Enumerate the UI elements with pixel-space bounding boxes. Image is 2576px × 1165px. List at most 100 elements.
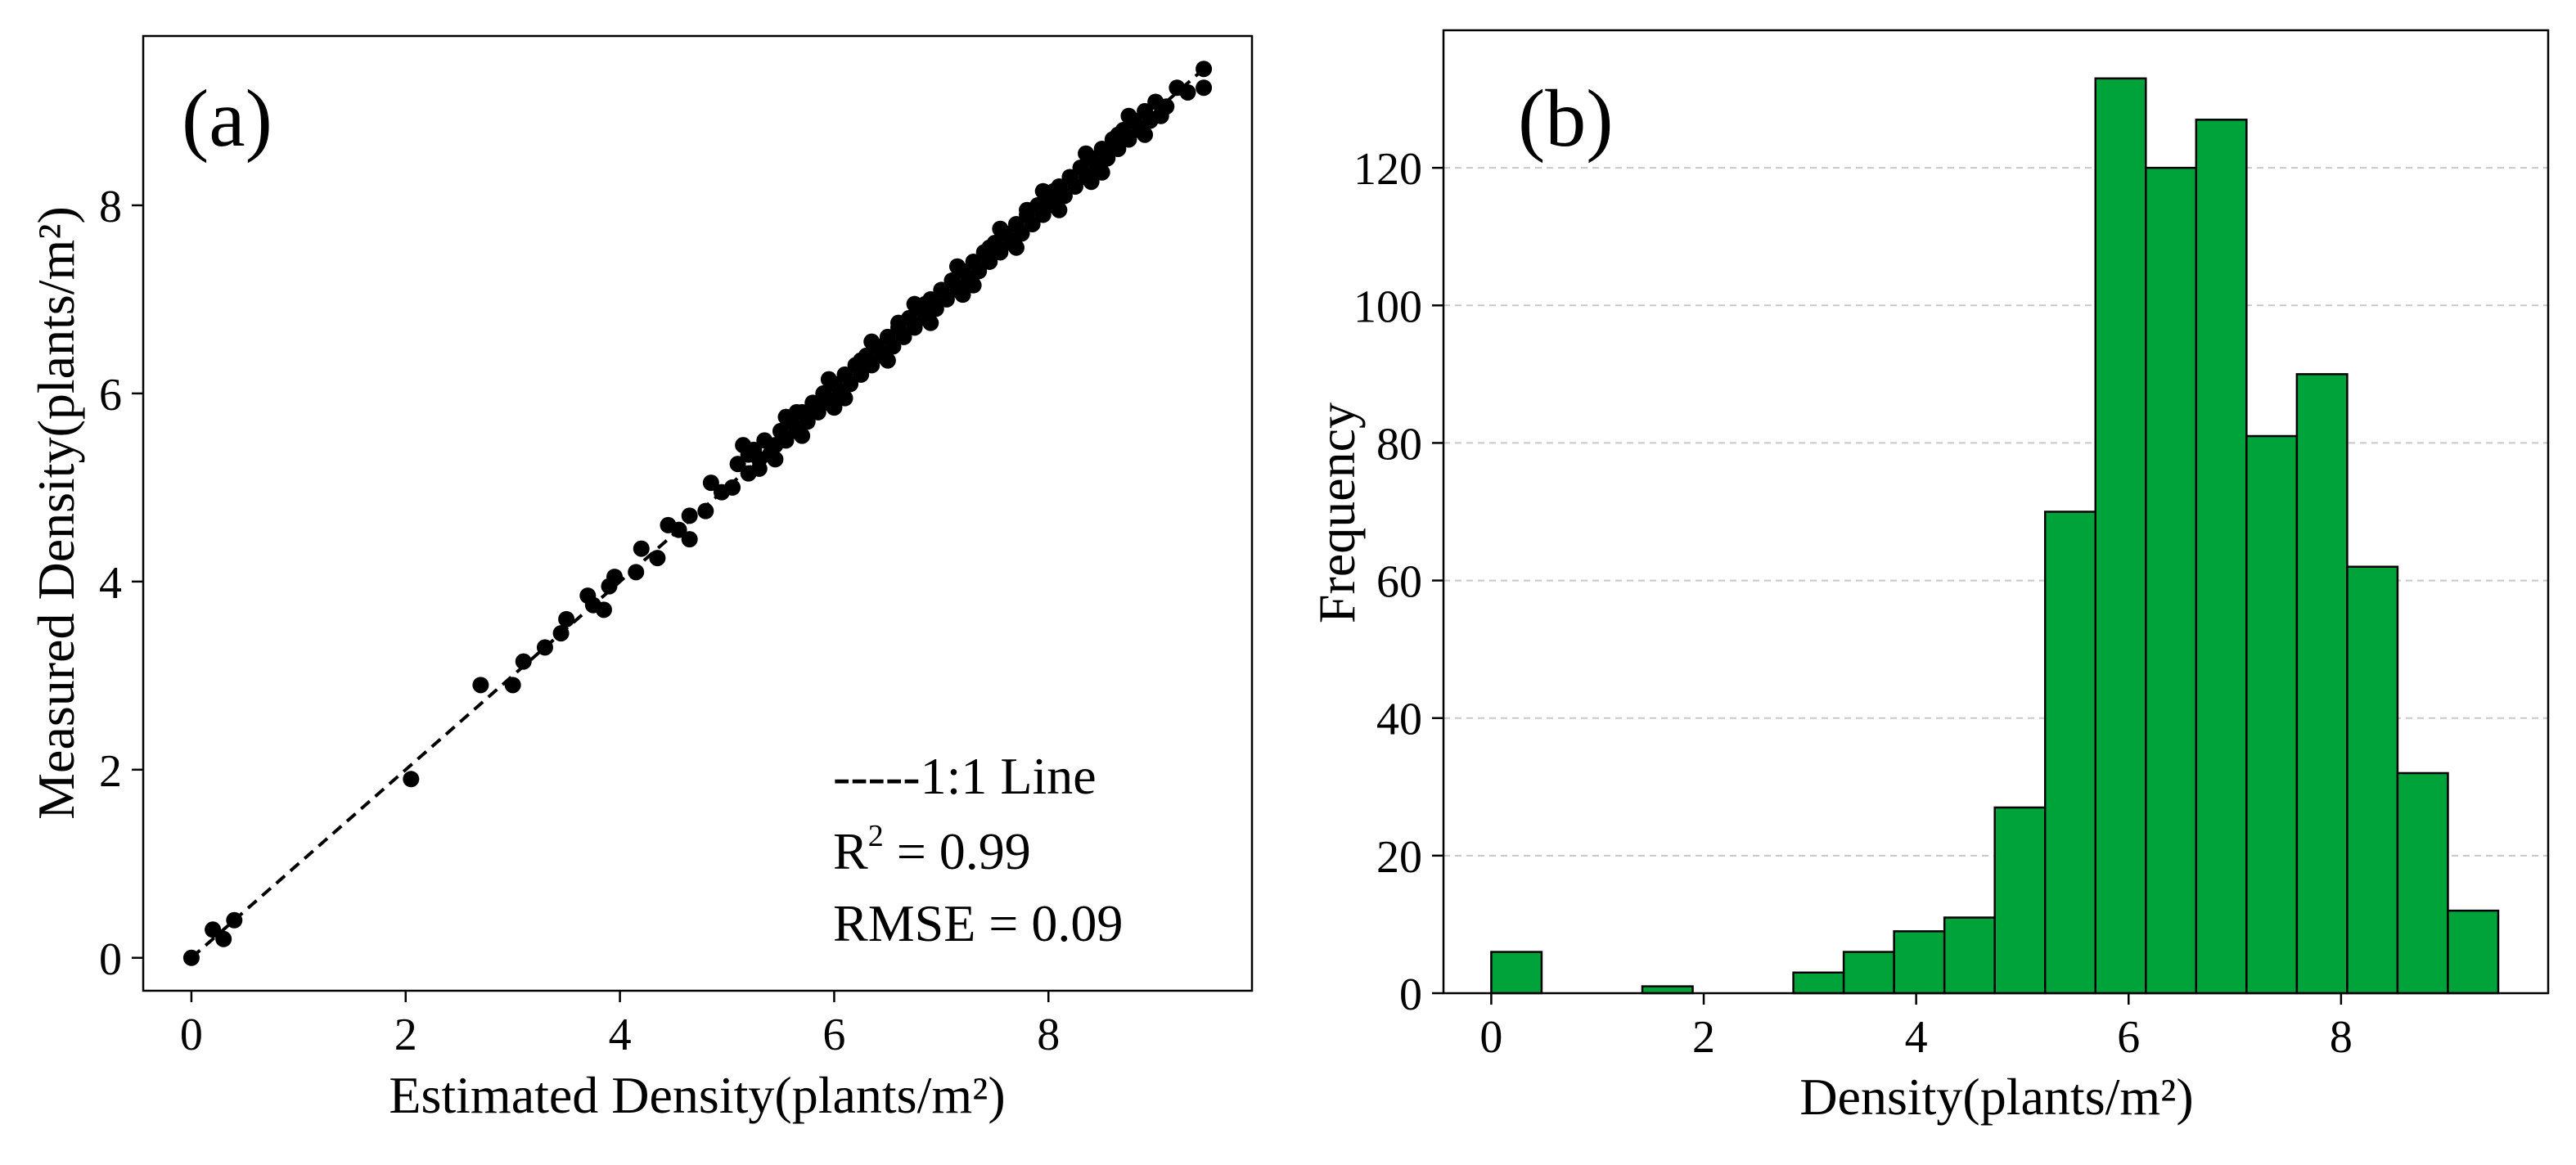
y-tick-label: 60 (1376, 557, 1422, 608)
scatter-point (681, 507, 698, 524)
x-tick-label: 0 (1479, 1012, 1502, 1063)
scatter-point (992, 220, 1009, 237)
scatter-point (853, 352, 870, 369)
y-tick-label: 8 (99, 182, 122, 232)
scatter-point (1110, 140, 1127, 157)
panel-label-a: (a) (182, 73, 272, 164)
scatter-point (1013, 225, 1030, 242)
scatter-point (729, 456, 746, 473)
y-tick-label: 0 (1399, 969, 1422, 1020)
scatter-point (853, 366, 870, 383)
scatter-point (767, 451, 784, 468)
scatter-point (922, 314, 939, 331)
scatter-point (889, 314, 907, 331)
y-tick-label: 40 (1376, 695, 1422, 745)
histogram-y-axis-label: Frequency (1308, 403, 1366, 623)
scatter-point (182, 949, 200, 966)
r-squared-value: = 0.99 (884, 822, 1031, 880)
histogram-bar (2145, 166, 2198, 995)
scatter-point (1152, 107, 1169, 124)
scatter-point (809, 403, 826, 421)
scatter-point (628, 564, 645, 581)
x-tick-label: 0 (180, 1010, 203, 1060)
scatter-point (1024, 215, 1041, 232)
y-tick-label: 2 (99, 746, 122, 797)
scatter-point (215, 930, 232, 947)
scatter-point (826, 399, 843, 416)
histogram-bar (2245, 434, 2299, 995)
scatter-point (948, 258, 966, 275)
scatter-point (788, 403, 805, 421)
y-tick-label: 20 (1376, 832, 1422, 883)
scatter-point (205, 921, 222, 938)
scatter-point (820, 371, 837, 388)
scatter-point (649, 550, 666, 567)
histogram-bar (2396, 771, 2449, 995)
scatter-point (552, 625, 570, 642)
x-tick-label: 8 (1037, 1010, 1060, 1060)
histogram-bar (2447, 909, 2500, 995)
histogram-plot-frame (1442, 29, 2550, 995)
y-tick-label: 0 (99, 934, 122, 985)
x-tick-label: 6 (2117, 1012, 2140, 1063)
scatter-point (558, 610, 575, 627)
scatter-point (1083, 173, 1100, 191)
scatter-point (1045, 182, 1062, 200)
scatter-point (981, 239, 998, 256)
scatter-point (965, 277, 982, 294)
scatter-point (1078, 145, 1095, 162)
x-tick-label: 2 (1692, 1012, 1715, 1063)
scatter-point (226, 911, 243, 929)
reference-line-legend: -----1:1 Line (833, 747, 1097, 805)
y-tick-label: 6 (99, 370, 122, 421)
scatter-point (895, 328, 912, 345)
scatter-point (879, 352, 896, 369)
scatter-point (1019, 201, 1036, 218)
x-tick-label: 6 (822, 1010, 845, 1060)
x-tick-label: 4 (609, 1010, 632, 1060)
scatter-point (633, 540, 650, 557)
histogram-bar (1842, 951, 1895, 995)
scatter-point (504, 677, 521, 694)
scatter-points (182, 61, 1213, 966)
scatter-point (1120, 107, 1137, 124)
scatter-point (836, 389, 853, 407)
histogram-bar (2346, 565, 2399, 995)
x-tick-label: 2 (394, 1010, 417, 1060)
histogram-bar (1490, 951, 1543, 995)
scatter-point (472, 677, 489, 694)
histogram-x-axis-label: Density(plants/m²) (1799, 1068, 2193, 1126)
scatter-point (1137, 126, 1154, 143)
scatter-point (906, 319, 923, 336)
y-tick-label: 80 (1376, 419, 1422, 470)
histogram-bar (2295, 373, 2349, 995)
scatter-point (681, 531, 698, 548)
scatter-point (863, 333, 880, 350)
scatter-point (1099, 150, 1116, 167)
scatter-point (595, 601, 612, 618)
histogram-bar (1641, 985, 1694, 995)
y-tick-label: 4 (99, 558, 122, 609)
x-tick-label: 4 (1905, 1012, 1928, 1063)
scatter-point (1034, 206, 1052, 223)
scatter-point (724, 479, 741, 496)
histogram-bar (2195, 119, 2248, 995)
scatter-panel: 0 2 4 6 8 0 2 4 6 8 (a) -----1:1 Line R2 = 0.99 R… (27, 34, 1254, 1124)
scatter-point (916, 295, 934, 313)
r-squared-stat: R2 = 0.99 (833, 819, 1031, 880)
scatter-point (1093, 164, 1110, 181)
rmse-stat: RMSE = 0.09 (833, 894, 1123, 952)
scatter-point (670, 521, 687, 538)
scatter-point (981, 253, 998, 270)
scatter-point (1179, 83, 1196, 101)
histogram-bar (1993, 806, 2047, 995)
scatter-y-axis-label: Measured Density(plants/m²) (27, 206, 85, 820)
scatter-point (697, 502, 714, 520)
histogram-bar (2043, 511, 2097, 995)
histogram-bar (1792, 971, 1845, 995)
histogram-bar (1893, 930, 1946, 995)
y-tick-label: 100 (1353, 281, 1422, 332)
scatter-point (606, 569, 624, 586)
